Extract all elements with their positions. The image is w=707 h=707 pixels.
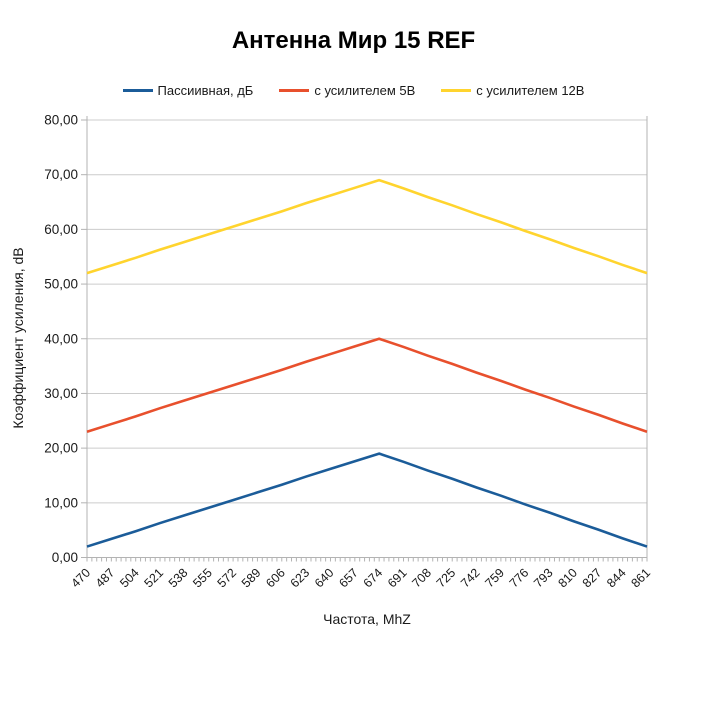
y-tick-label: 10,00 [44,495,78,510]
x-tick-label: 555 [190,566,215,591]
legend-swatch [122,89,153,92]
y-tick-label: 60,00 [44,222,78,237]
x-tick-label: 742 [458,566,483,591]
y-tick-marks [81,119,87,558]
x-tick-labels: 470 487 504 521 538 555 572 589 606 623 640 657 674 6… [68,566,653,591]
series-line-0 [86,452,648,548]
x-tick-label: 810 [555,566,580,591]
legend: Пассиивная, дБ с усилителем 5В с усилителе… [0,83,707,98]
x-tick-label: 844 [604,566,629,591]
x-tick-label: 725 [434,566,459,591]
y-tick-label: 70,00 [44,167,78,182]
y-tick-label: 20,00 [44,441,78,456]
x-tick-label: 487 [93,566,118,591]
y-tick-label: 80,00 [44,113,78,128]
x-tick-label: 470 [68,566,93,591]
legend-item-0: Пассиивная, дБ [122,83,254,98]
series-line-1 [86,337,648,433]
series-line-2 [86,178,648,275]
x-tick-label: 572 [215,566,240,591]
x-tick-label: 776 [507,566,532,591]
y-tick-label: 30,00 [44,386,78,401]
legend-swatch [441,89,472,92]
x-tick-label: 793 [531,566,556,591]
legend-label: с усилителем 5В [314,83,416,98]
x-axis-title: Частота, MhZ [323,611,411,627]
x-tick-marks [86,557,648,562]
x-tick-label: 640 [312,566,337,591]
x-tick-label: 691 [385,566,410,591]
legend-label: Пассиивная, дБ [157,83,254,98]
x-tick-label: 623 [288,566,313,591]
x-tick-label: 589 [239,566,264,591]
x-tick-label: 708 [409,566,434,591]
x-tick-label: 606 [263,566,288,591]
y-tick-labels: 0,00 10,00 20,00 30,00 40,00 50,00 60,00 70,00 8… [44,113,78,566]
chart-title: Антенна Мир 15 REF [231,27,476,54]
legend-item-2: с усилителем 12В [441,83,584,98]
x-tick-label: 861 [628,566,653,591]
axes [86,116,648,558]
x-tick-label: 759 [482,566,507,591]
y-tick-label: 0,00 [52,550,78,565]
x-tick-label: 538 [166,566,191,591]
x-tick-label: 521 [142,566,167,591]
legend-item-1: с усилителем 5В [279,83,415,98]
y-tick-label: 50,00 [44,277,78,292]
y-tick-label: 40,00 [44,331,78,346]
x-tick-label: 657 [336,566,361,591]
x-tick-label: 504 [117,566,142,591]
x-tick-label: 674 [361,566,386,591]
x-tick-label: 827 [580,566,605,591]
y-gridlines [87,119,647,504]
legend-swatch [279,89,310,92]
legend-label: с усилителем 12В [476,83,585,98]
